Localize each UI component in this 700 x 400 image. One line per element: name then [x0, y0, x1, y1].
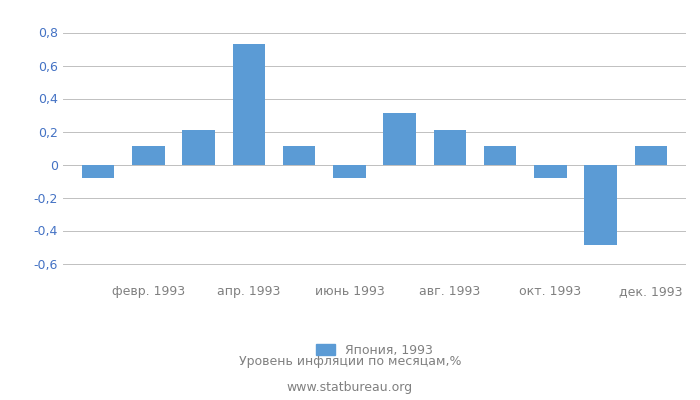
Text: Уровень инфляции по месяцам,%: Уровень инфляции по месяцам,% [239, 356, 461, 368]
Bar [384, 113, 416, 164]
Bar [82, 164, 115, 178]
Text: www.statbureau.org: www.statbureau.org [287, 382, 413, 394]
Bar [182, 130, 215, 164]
Bar [433, 130, 466, 164]
Bar [634, 146, 667, 164]
Bar [132, 146, 164, 164]
Bar [333, 164, 365, 178]
Legend: Япония, 1993: Япония, 1993 [312, 339, 438, 362]
Bar [584, 164, 617, 245]
Bar [283, 146, 316, 164]
Bar [232, 44, 265, 164]
Bar [484, 146, 517, 164]
Bar [534, 164, 567, 178]
